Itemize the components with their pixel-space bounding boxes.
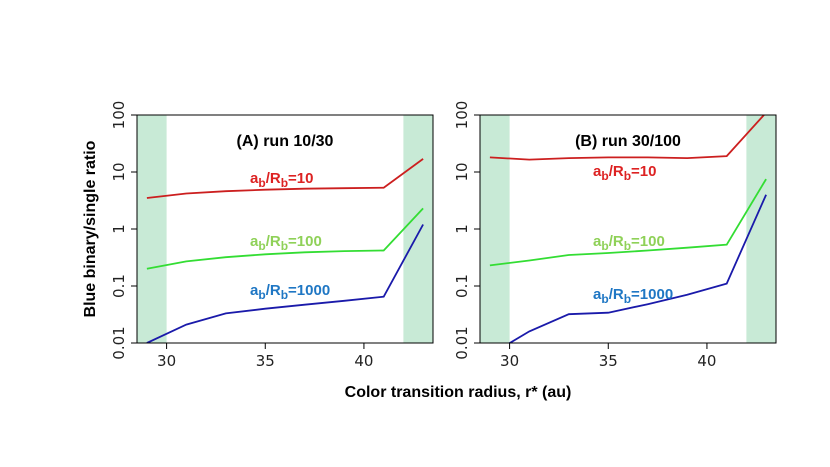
y-tick-label: 10 — [110, 162, 128, 181]
series-label-sub-r: b — [281, 176, 288, 190]
series-label-sub-a: b — [258, 176, 265, 190]
panel-label: (B) run 30/100 — [575, 133, 681, 150]
series-label-r: /R — [266, 170, 281, 187]
series-label-sub-r: b — [624, 239, 631, 253]
series-label-sub-a: b — [258, 239, 265, 253]
series-line-10 — [489, 115, 766, 161]
series-label-10: ab/Rb=10 — [250, 170, 313, 190]
series-label-sub-r: b — [624, 169, 631, 183]
series-label-sub-a: b — [258, 288, 265, 302]
series-label-sub-r: b — [281, 288, 288, 302]
panel-label: (A) run 10/30 — [237, 133, 334, 150]
series-label-a: a — [250, 170, 259, 187]
series-label-sub-a: b — [601, 169, 608, 183]
y-axis-label: Blue binary/single ratio — [82, 140, 99, 317]
series-label-sub-a: b — [601, 239, 608, 253]
series-line-1000 — [146, 224, 424, 343]
series-line-10 — [146, 158, 424, 199]
y-tick-label: 1 — [453, 224, 471, 234]
series-label-r: /R — [609, 163, 624, 180]
series-label-value: =1000 — [288, 282, 330, 299]
y-tick-label: 100 — [453, 101, 471, 130]
series-label-a: a — [593, 163, 602, 180]
shaded-region — [137, 115, 167, 343]
y-tick-label: 0.01 — [453, 326, 471, 359]
series-label-value: =100 — [631, 233, 665, 250]
x-tick-label: 40 — [354, 352, 373, 370]
series-line-100 — [146, 207, 424, 270]
series-label-1000: ab/Rb=1000 — [593, 286, 673, 306]
series-label-10: ab/Rb=10 — [593, 163, 656, 183]
series-line-1000 — [508, 194, 767, 343]
series-line-100 — [489, 178, 767, 267]
series-label-1000: ab/Rb=1000 — [250, 282, 330, 302]
shaded-region — [480, 115, 510, 343]
series-label-a: a — [250, 233, 259, 250]
series-label-a: a — [593, 233, 602, 250]
series-label-a: a — [250, 282, 259, 299]
series-label-value: =100 — [288, 233, 322, 250]
series-label-a: a — [593, 286, 602, 303]
x-tick-label: 35 — [256, 352, 275, 370]
x-axis-label: Color transition radius, r* (au) — [345, 384, 572, 401]
y-tick-label: 10 — [453, 162, 471, 181]
x-tick-label: 30 — [500, 352, 519, 370]
series-label-sub-a: b — [601, 292, 608, 306]
x-tick-label: 35 — [599, 352, 618, 370]
y-tick-label: 0.1 — [110, 274, 128, 298]
series-label-value: =10 — [288, 170, 313, 187]
series-label-sub-r: b — [624, 292, 631, 306]
series-label-r: /R — [609, 233, 624, 250]
series-label-sub-r: b — [281, 239, 288, 253]
y-tick-label: 0.1 — [453, 274, 471, 298]
series-label-100: ab/Rb=100 — [250, 233, 322, 253]
series-label-r: /R — [266, 233, 281, 250]
x-tick-label: 40 — [697, 352, 716, 370]
series-label-value: =10 — [631, 163, 656, 180]
series-label-r: /R — [609, 286, 624, 303]
series-label-r: /R — [266, 282, 281, 299]
series-label-value: =1000 — [631, 286, 673, 303]
y-tick-label: 1 — [110, 224, 128, 234]
x-tick-label: 30 — [157, 352, 176, 370]
y-tick-label: 0.01 — [110, 326, 128, 359]
shaded-region — [403, 115, 433, 343]
series-label-100: ab/Rb=100 — [593, 233, 665, 253]
y-tick-label: 100 — [110, 101, 128, 130]
